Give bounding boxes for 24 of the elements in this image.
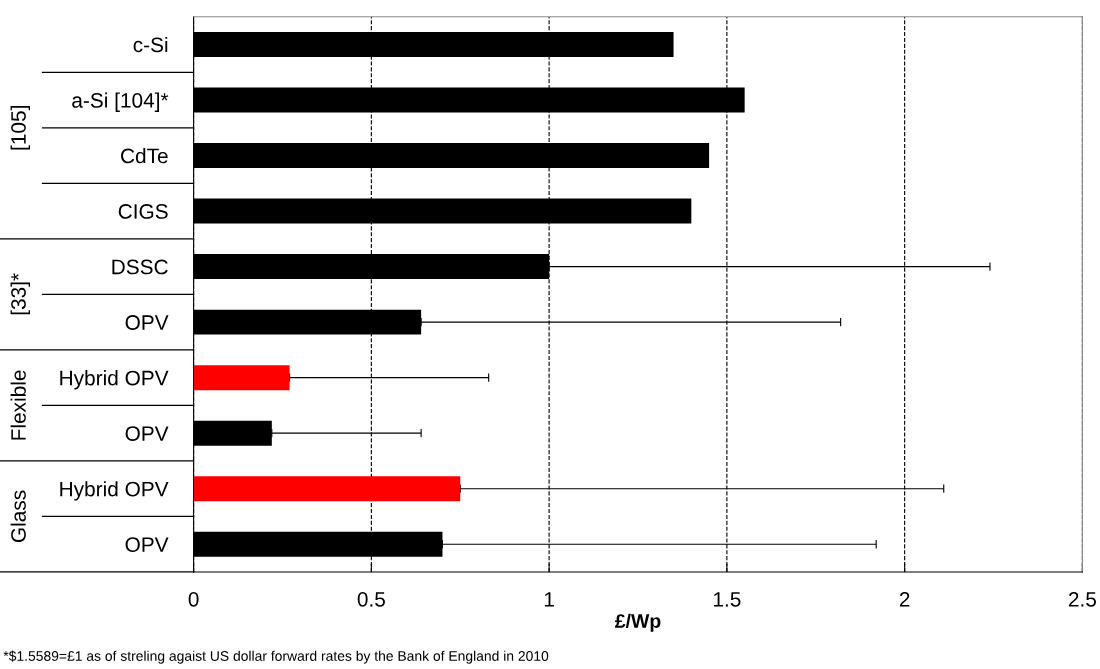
y-tick-label: c-Si	[133, 36, 168, 53]
y-tick-label: CdTe	[121, 147, 168, 164]
text: *$1.5589=£1 as of streling agaist US dollar forward rates by the Bank of England in 2010	[3, 650, 549, 664]
bar	[193, 476, 461, 502]
y-tick-label: CIGS	[118, 204, 168, 219]
x-tick-label: 1.5	[713, 592, 741, 607]
y-tick-label: OPV	[125, 315, 169, 330]
y-tick-label: a-Si [104]*	[72, 92, 169, 112]
y-tick-label: DSSC	[112, 259, 168, 275]
x-axis-title: £/Wp	[614, 613, 661, 632]
text: [33]*	[10, 273, 30, 315]
text: Flexible	[10, 370, 26, 440]
x-tick-label: 1	[544, 592, 554, 607]
x-tick-label: 0	[188, 591, 199, 607]
y-tick-label: Hybrid OPV	[60, 370, 169, 390]
y-tick-label: OPV	[125, 426, 169, 441]
x-tick-label: 2	[899, 591, 910, 607]
text: Glass	[10, 490, 26, 543]
bar	[193, 365, 290, 391]
x-tick-label: 0.5	[357, 591, 385, 607]
y-tick-label: OPV	[125, 537, 169, 552]
y-tick-label: Hybrid OPV	[60, 481, 169, 501]
x-tick-label: 2.5	[1068, 591, 1097, 607]
text: [105]	[10, 106, 30, 150]
